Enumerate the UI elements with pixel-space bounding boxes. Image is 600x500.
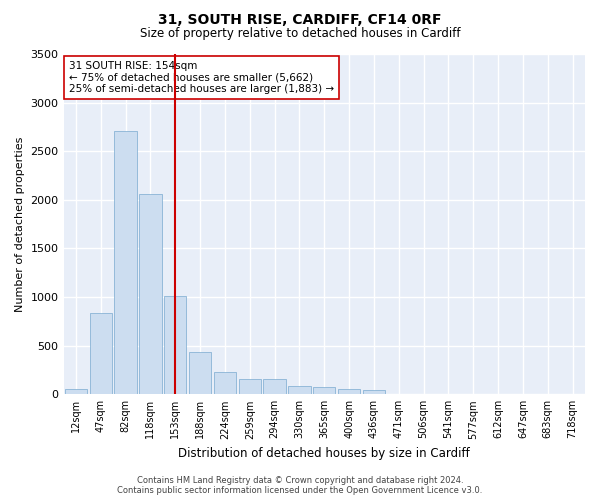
Bar (313, 387, 335, 394)
Bar (189, 352, 211, 395)
Text: 31, SOUTH RISE, CARDIFF, CF14 0RF: 31, SOUTH RISE, CARDIFF, CF14 0RF (158, 12, 442, 26)
Bar (263, 378, 286, 394)
Bar (363, 390, 385, 394)
Bar (338, 389, 360, 394)
Bar (115, 131, 137, 394)
X-axis label: Distribution of detached houses by size in Cardiff: Distribution of detached houses by size … (178, 447, 470, 460)
Bar (164, 296, 187, 394)
Bar (65, 389, 87, 394)
Bar (214, 372, 236, 394)
Bar (89, 312, 112, 394)
Bar (139, 194, 161, 394)
Bar (239, 378, 261, 394)
Text: Size of property relative to detached houses in Cardiff: Size of property relative to detached ho… (140, 28, 460, 40)
Text: Contains HM Land Registry data © Crown copyright and database right 2024.
Contai: Contains HM Land Registry data © Crown c… (118, 476, 482, 495)
Bar (288, 386, 311, 394)
Y-axis label: Number of detached properties: Number of detached properties (15, 136, 25, 312)
Text: 31 SOUTH RISE: 154sqm
← 75% of detached houses are smaller (5,662)
25% of semi-d: 31 SOUTH RISE: 154sqm ← 75% of detached … (69, 61, 334, 94)
